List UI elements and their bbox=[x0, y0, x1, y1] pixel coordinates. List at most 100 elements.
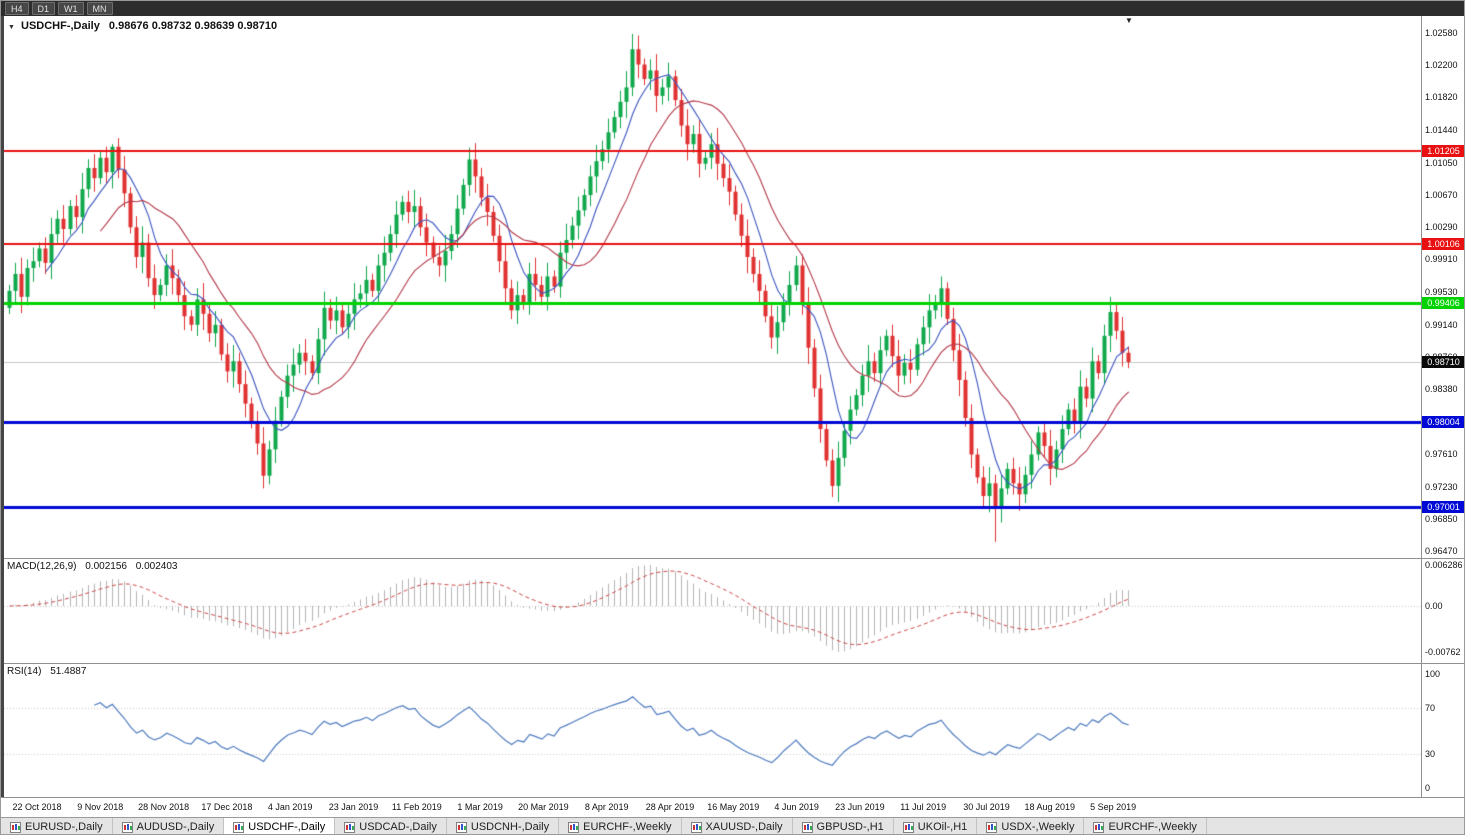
price-axis-separator bbox=[1421, 16, 1422, 797]
time-axis-label: 16 May 2019 bbox=[707, 802, 760, 812]
chart-tab-eurchf-5[interactable]: EURCHF-,Weekly bbox=[559, 818, 682, 834]
chart-tab-label: USDCNH-,Daily bbox=[470, 821, 550, 833]
chart-ohlc-values: 0.98676 0.98732 0.98639 0.98710 bbox=[108, 20, 278, 32]
price-line-label: 0.99406 bbox=[1422, 297, 1464, 310]
price-axis-label: 1.00290 bbox=[1425, 222, 1458, 233]
chart-tab-label: UKOil-,H1 bbox=[917, 821, 968, 833]
macd-axis-label: 0.006286 bbox=[1425, 560, 1463, 570]
chart-tab-xauusd-6[interactable]: XAUUSD-,Daily bbox=[681, 818, 793, 834]
time-axis-label: 30 Jul 2019 bbox=[963, 802, 1010, 812]
rsi-axis-label: 30 bbox=[1425, 748, 1436, 759]
rsi-axis-label: 70 bbox=[1425, 703, 1436, 714]
chart-symbol-label: USDCHF-,Daily bbox=[21, 20, 100, 32]
chart-tab-icon bbox=[801, 821, 813, 833]
chart-tab-ukoil-8[interactable]: UKOil-,H1 bbox=[893, 818, 978, 834]
time-axis-label: 11 Feb 2019 bbox=[391, 802, 442, 812]
chart-title: ▼ USDCHF-,Daily 0.98676 0.98732 0.98639 … bbox=[8, 20, 277, 32]
chart-tab-usdchf-2[interactable]: USDCHF-,Daily bbox=[224, 818, 336, 834]
chart-tab-label: AUDUSD-,Daily bbox=[136, 821, 215, 833]
time-axis-label: 11 Jul 2019 bbox=[900, 802, 947, 812]
price-axis-label: 0.96850 bbox=[1425, 513, 1458, 524]
chart-tab-label: USDCHF-,Daily bbox=[248, 821, 326, 833]
time-axis-label: 22 Oct 2018 bbox=[12, 802, 62, 812]
time-axis-label: 9 Nov 2018 bbox=[77, 802, 124, 812]
shift-marker-icon[interactable]: ▼ bbox=[1125, 16, 1133, 25]
price-axis-label: 1.01820 bbox=[1425, 92, 1458, 103]
time-axis-label: 18 Aug 2019 bbox=[1024, 802, 1076, 812]
macd-axis-label: -0.00762 bbox=[1425, 647, 1461, 657]
price-line-label: 1.01205 bbox=[1422, 144, 1464, 157]
time-axis-label: 28 Apr 2019 bbox=[645, 802, 695, 812]
chart-tab-icon bbox=[121, 821, 133, 833]
chart-tab-eurusd-0[interactable]: EURUSD-,Daily bbox=[1, 818, 113, 834]
macd-axis-label: 0.00 bbox=[1425, 601, 1443, 611]
rsi-indicator-label: RSI(14) 51.4887 bbox=[7, 666, 86, 677]
chart-tab-usdcnh-4[interactable]: USDCNH-,Daily bbox=[446, 818, 560, 834]
chart-tab-label: EURCHF-,Weekly bbox=[583, 821, 672, 833]
chart-tab-label: XAUUSD-,Daily bbox=[705, 821, 783, 833]
price-axis-label: 1.02200 bbox=[1425, 60, 1458, 71]
chart-tab-icon bbox=[1093, 821, 1105, 833]
chart-tab-icon bbox=[233, 821, 245, 833]
time-axis-label: 28 Nov 2018 bbox=[138, 802, 190, 812]
time-axis-label: 4 Jun 2019 bbox=[774, 802, 819, 812]
macd-signal-value: 0.002403 bbox=[135, 561, 178, 572]
price-axis-label: 0.97610 bbox=[1425, 449, 1458, 460]
panel-separator[interactable] bbox=[1, 663, 1464, 664]
chart-tab-label: USDX-,Weekly bbox=[1001, 821, 1075, 833]
chart-tab-icon bbox=[986, 821, 998, 833]
time-axis-label: 8 Apr 2019 bbox=[584, 802, 629, 812]
price-axis-label: 1.01050 bbox=[1425, 157, 1458, 168]
chart-tab-icon bbox=[568, 821, 580, 833]
timeframe-toolbar: H4 D1 W1 MN bbox=[1, 1, 1464, 16]
expander-icon[interactable]: ▼ bbox=[8, 24, 15, 31]
chart-tab-icon bbox=[690, 821, 702, 833]
rsi-value: 51.4887 bbox=[50, 666, 87, 677]
chart-tab-label: GBPUSD-,H1 bbox=[816, 821, 884, 833]
rsi-panel-canvas[interactable] bbox=[1, 664, 1421, 797]
left-border bbox=[1, 16, 4, 797]
main-chart-canvas[interactable] bbox=[1, 16, 1421, 558]
time-axis-label: 20 Mar 2019 bbox=[518, 802, 569, 812]
price-axis-label: 0.97230 bbox=[1425, 481, 1458, 492]
chart-tab-usdcad-3[interactable]: USDCAD-,Daily bbox=[335, 818, 447, 834]
timeframe-button-mn[interactable]: MN bbox=[86, 2, 113, 15]
chart-tab-eurchf-10[interactable]: EURCHF-,Weekly bbox=[1084, 818, 1207, 834]
price-axis-label: 0.98380 bbox=[1425, 384, 1458, 395]
price-axis-label: 0.96470 bbox=[1425, 546, 1458, 556]
time-axis-label: 23 Jun 2019 bbox=[835, 802, 885, 812]
chart-tab-usdx-9[interactable]: USDX-,Weekly bbox=[977, 818, 1085, 834]
time-axis-label: 5 Sep 2019 bbox=[1090, 802, 1137, 812]
rsi-axis-label: 100 bbox=[1425, 669, 1441, 679]
time-axis-label: 17 Dec 2018 bbox=[201, 802, 253, 812]
macd-main-value: 0.002156 bbox=[85, 561, 127, 572]
chart-tab-label: USDCAD-,Daily bbox=[359, 821, 437, 833]
price-axis-label: 0.99910 bbox=[1425, 254, 1458, 265]
chart-tabbar: EURUSD-,Daily AUDUSD-,Daily USDCHF-,Daily U… bbox=[1, 817, 1464, 834]
panel-separator[interactable] bbox=[1, 797, 1464, 798]
timeframe-button-d1[interactable]: D1 bbox=[31, 2, 56, 15]
time-axis-label: 23 Jan 2019 bbox=[328, 802, 379, 812]
timeframe-button-h4[interactable]: H4 bbox=[5, 2, 29, 15]
macd-panel-canvas[interactable] bbox=[1, 559, 1421, 663]
price-axis-label: 1.01440 bbox=[1425, 124, 1458, 135]
timeframe-button-w1[interactable]: W1 bbox=[58, 2, 84, 15]
time-axis-label: 1 Mar 2019 bbox=[457, 802, 503, 812]
time-axis-label: 4 Jan 2019 bbox=[267, 802, 313, 812]
price-axis-label: 0.99530 bbox=[1425, 286, 1458, 297]
panel-separator[interactable] bbox=[1, 558, 1464, 559]
rsi-axis-label: 0 bbox=[1425, 783, 1431, 793]
rsi-name: RSI(14) bbox=[7, 666, 42, 677]
price-line-label: 0.98004 bbox=[1422, 415, 1464, 428]
chart-tab-gbpusd-7[interactable]: GBPUSD-,H1 bbox=[792, 818, 894, 834]
chart-tab-audusd-1[interactable]: AUDUSD-,Daily bbox=[112, 818, 225, 834]
chart-tab-icon bbox=[902, 821, 914, 833]
price-line-label: 0.97001 bbox=[1422, 500, 1464, 513]
macd-indicator-label: MACD(12,26,9) 0.002156 0.002403 bbox=[7, 561, 177, 572]
price-line-label: 1.00106 bbox=[1422, 237, 1464, 250]
chart-tab-icon bbox=[455, 821, 467, 833]
current-price-label: 0.98710 bbox=[1422, 356, 1464, 369]
chart-tab-label: EURCHF-,Weekly bbox=[1108, 821, 1197, 833]
chart-tab-label: EURUSD-,Daily bbox=[25, 821, 103, 833]
